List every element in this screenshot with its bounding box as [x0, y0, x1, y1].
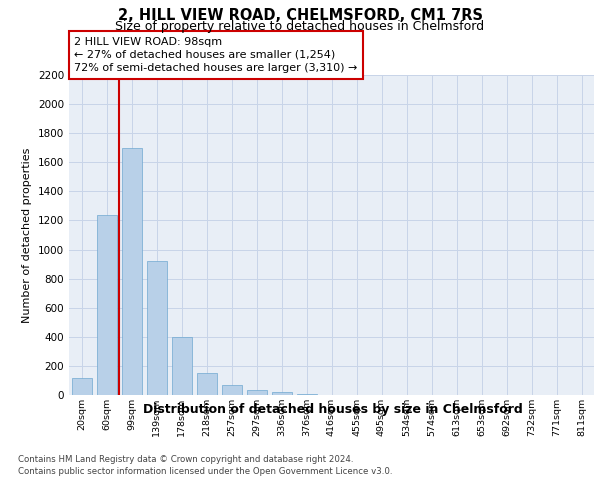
Text: 2, HILL VIEW ROAD, CHELMSFORD, CM1 7RS: 2, HILL VIEW ROAD, CHELMSFORD, CM1 7RS: [118, 8, 482, 22]
Text: Distribution of detached houses by size in Chelmsford: Distribution of detached houses by size …: [143, 402, 523, 415]
Bar: [97, 214, 116, 395]
Bar: [71, 378, 91, 395]
Text: Contains public sector information licensed under the Open Government Licence v3: Contains public sector information licen…: [18, 468, 392, 476]
Bar: [172, 337, 191, 395]
Y-axis label: Number of detached properties: Number of detached properties: [22, 148, 32, 322]
Bar: [221, 385, 241, 395]
Text: Size of property relative to detached houses in Chelmsford: Size of property relative to detached ho…: [115, 20, 485, 33]
Bar: [271, 392, 292, 395]
Bar: [247, 390, 266, 395]
Bar: [146, 261, 167, 395]
Bar: [197, 373, 217, 395]
Text: 2 HILL VIEW ROAD: 98sqm
← 27% of detached houses are smaller (1,254)
72% of semi: 2 HILL VIEW ROAD: 98sqm ← 27% of detache…: [74, 36, 358, 73]
Bar: [121, 148, 142, 395]
Text: Contains HM Land Registry data © Crown copyright and database right 2024.: Contains HM Land Registry data © Crown c…: [18, 455, 353, 464]
Bar: [296, 394, 317, 395]
